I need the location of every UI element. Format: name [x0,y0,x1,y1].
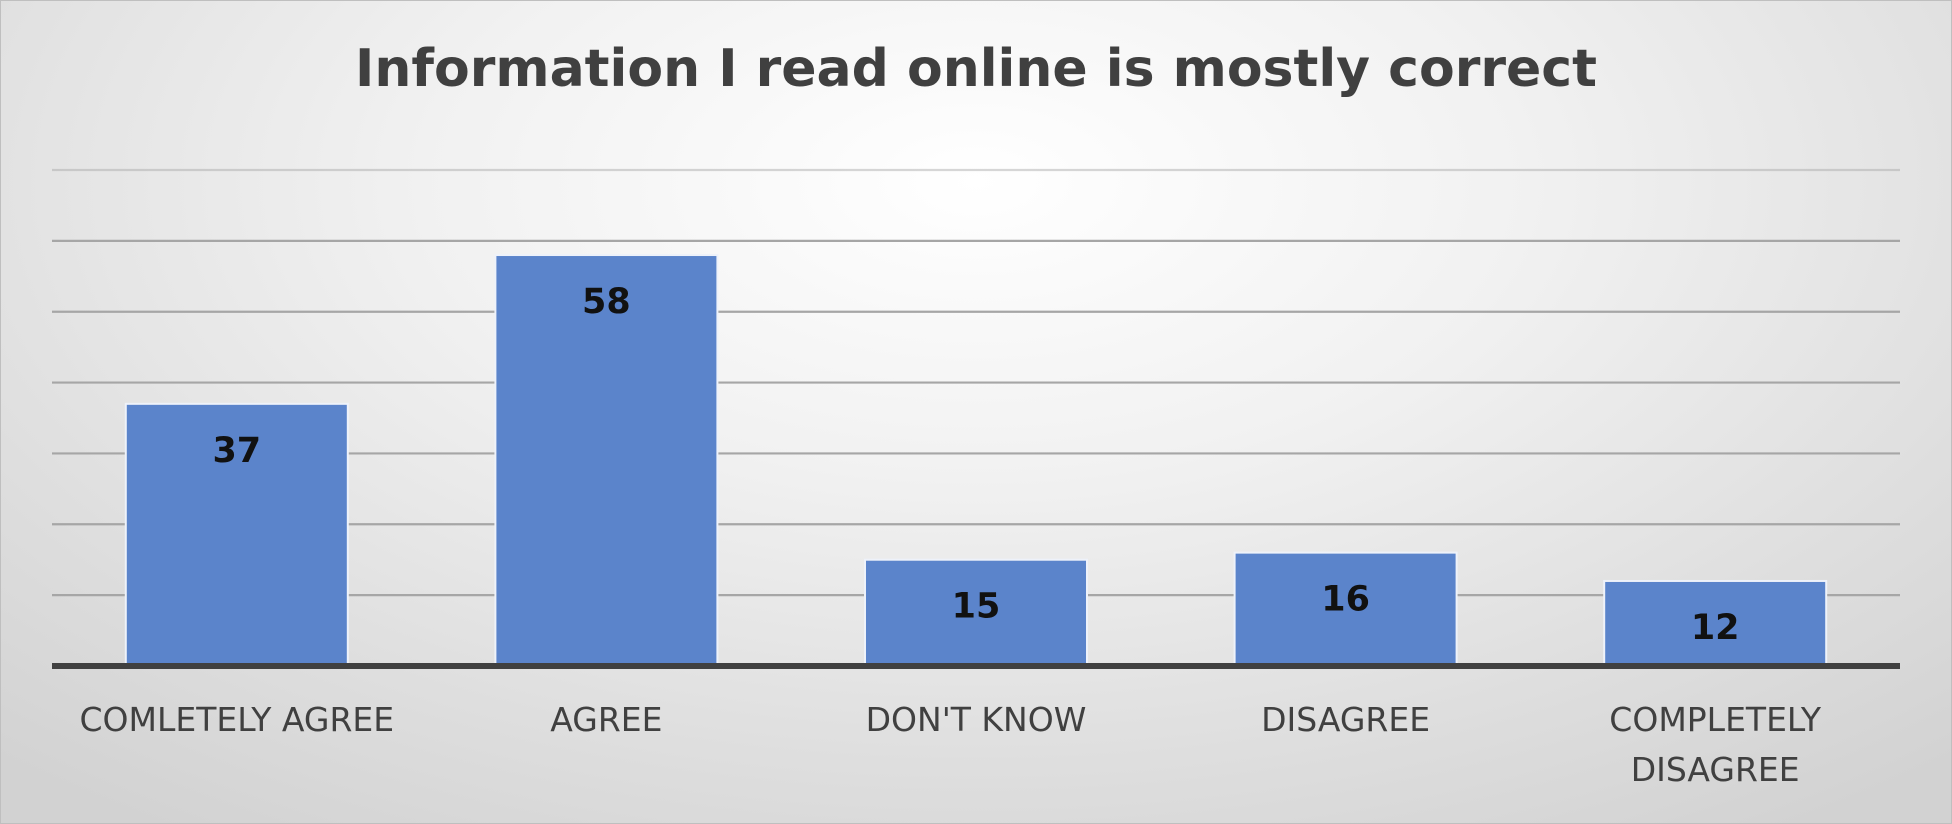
category-labels: COMLETELY AGREE AGREE DON'T KNOW DISAGREE CO… [80,700,1822,789]
bar [1603,579,1828,668]
bar [1233,551,1458,668]
category-label: COMLETELY AGREE [80,700,395,739]
gridlines [52,168,1900,597]
category-label: AGREE [550,700,662,739]
category-label: DISAGREE [1261,700,1430,739]
category-label: DON'T KNOW [866,700,1087,739]
data-labels: 37 58 15 16 12 [212,282,1739,648]
chart-title: Information I read online is mostly corr… [355,39,1597,99]
data-label: 37 [212,431,261,471]
data-label: 12 [1691,608,1740,648]
bar [494,254,719,667]
bar [124,402,349,667]
data-label: 58 [582,282,631,322]
data-label: 15 [952,587,1001,627]
category-label: COMPLETELY [1609,700,1822,739]
category-label: DISAGREE [1631,750,1800,789]
data-label: 16 [1321,580,1370,620]
